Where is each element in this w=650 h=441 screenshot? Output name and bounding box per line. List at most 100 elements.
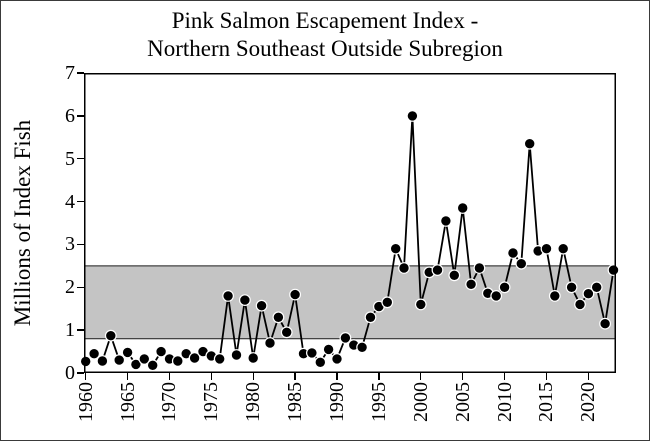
- data-point-1999: [406, 110, 419, 122]
- chart-title-line1: Pink Salmon Escapement Index -: [171, 8, 479, 33]
- data-point-1991: [339, 332, 352, 344]
- x-tick-label-text: 2005: [451, 382, 474, 422]
- y-tick-4: [77, 200, 84, 203]
- x-tick-label-text: 1975: [200, 382, 223, 422]
- data-point-2017: [557, 242, 570, 255]
- y-tick-label-5: 5: [65, 147, 75, 170]
- x-tick-1985: [294, 373, 296, 380]
- data-point-1977: [222, 289, 235, 302]
- data-series-plot: [79, 73, 620, 373]
- data-point-1965: [121, 346, 134, 359]
- data-point-2012: [515, 257, 528, 270]
- x-tick-label-text: 1990: [326, 382, 348, 422]
- data-point-2002: [431, 264, 444, 277]
- x-tick-1980: [252, 373, 254, 380]
- x-tick-1970: [168, 373, 171, 380]
- data-point-2013: [523, 137, 536, 150]
- data-point-1971: [171, 355, 184, 367]
- y-tick-7: [77, 72, 84, 74]
- data-point-2020: [582, 287, 595, 300]
- data-point-2009: [490, 289, 503, 302]
- data-point-1985: [289, 288, 302, 301]
- data-point-2000: [414, 298, 427, 311]
- data-point-2022: [599, 317, 611, 330]
- x-tick-1960: [85, 373, 87, 380]
- data-point-1967: [138, 353, 151, 365]
- y-tick-label-0: 0: [65, 362, 75, 384]
- data-point-1988: [314, 356, 327, 369]
- x-tick-label-text: 1970: [158, 382, 181, 422]
- y-tick-5: [77, 158, 84, 160]
- x-tick-2015: [545, 373, 548, 380]
- x-tick-2020: [587, 373, 589, 380]
- x-tick-label-text: 2010: [493, 382, 516, 422]
- data-point-1997: [389, 242, 402, 255]
- data-point-2011: [507, 247, 519, 259]
- data-point-2005: [456, 202, 469, 214]
- data-point-1989: [322, 343, 335, 356]
- data-point-2015: [540, 242, 553, 255]
- x-tick-label-text: 2000: [409, 382, 432, 422]
- data-point-2003: [440, 214, 452, 227]
- data-point-1993: [356, 341, 369, 354]
- x-tick-1965: [126, 373, 129, 380]
- data-point-1980: [247, 352, 260, 364]
- data-point-1973: [188, 352, 201, 364]
- data-point-2007: [473, 262, 486, 274]
- data-point-1982: [264, 337, 276, 349]
- x-tick-label-text: 1980: [242, 382, 265, 422]
- data-point-1960: [79, 355, 92, 368]
- y-tick-label-1: 1: [65, 319, 75, 342]
- data-point-2018: [565, 281, 578, 294]
- data-point-1962: [96, 355, 109, 367]
- data-point-1987: [305, 347, 318, 359]
- shaded-band: [84, 265, 616, 339]
- data-point-1996: [381, 296, 394, 309]
- chart-title-line2: Northern Southeast Outside Subregion: [147, 36, 503, 61]
- data-point-1969: [155, 345, 167, 358]
- data-point-1998: [398, 262, 410, 274]
- data-point-1963: [104, 329, 117, 342]
- data-point-1964: [113, 354, 126, 367]
- data-point-1990: [331, 353, 343, 365]
- data-point-2023: [607, 264, 620, 277]
- y-tick-label-6: 6: [65, 104, 75, 127]
- data-point-1968: [146, 359, 159, 372]
- data-point-2021: [590, 281, 603, 294]
- data-point-1961: [88, 347, 101, 360]
- x-tick-label-text: 1960: [74, 382, 97, 422]
- y-tick-6: [77, 115, 84, 117]
- data-point-1976: [213, 353, 226, 365]
- y-tick-1: [77, 329, 84, 331]
- data-point-1984: [280, 326, 293, 339]
- data-point-1966: [130, 358, 142, 371]
- x-tick-1990: [336, 373, 338, 380]
- x-tick-2005: [462, 373, 464, 380]
- data-point-2006: [465, 278, 478, 291]
- x-tick-label-text: 2020: [577, 382, 600, 422]
- x-tick-label-text: 2015: [535, 382, 558, 422]
- y-tick-label-2: 2: [65, 276, 75, 299]
- x-tick-1975: [210, 373, 212, 380]
- y-axis-title: Millions of Index Fish: [10, 119, 35, 327]
- y-tick-3: [77, 243, 84, 246]
- data-point-2004: [448, 269, 461, 282]
- data-point-1979: [238, 294, 251, 307]
- x-tick-2000: [420, 373, 422, 380]
- data-point-2019: [574, 298, 586, 311]
- y-tick-label-4: 4: [65, 190, 75, 213]
- x-tick-label-text: 1995: [367, 382, 390, 422]
- x-tick-label-text: 1965: [116, 382, 139, 422]
- plot-area: [79, 73, 620, 373]
- y-tick-label-7: 7: [65, 62, 75, 84]
- y-tick-0: [77, 372, 84, 374]
- y-tick-label-3: 3: [65, 233, 75, 256]
- data-point-1978: [230, 349, 243, 361]
- x-tick-2010: [503, 373, 506, 380]
- data-point-2016: [548, 289, 561, 302]
- plot-border: [84, 73, 616, 373]
- chart-title: Pink Salmon Escapement Index - Northern …: [1, 7, 649, 63]
- data-point-1994: [364, 311, 377, 324]
- x-tick-label-text: 1985: [284, 382, 307, 422]
